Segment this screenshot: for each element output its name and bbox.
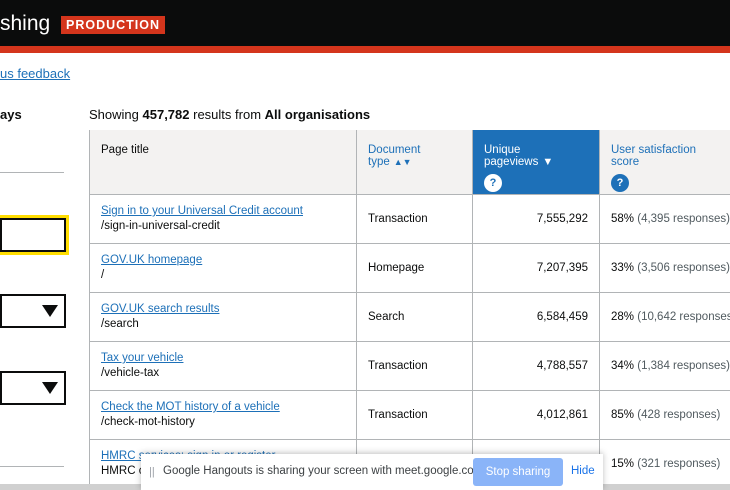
cell-document-type: Transaction	[356, 341, 473, 391]
share-message: Google Hangouts is sharing your screen w…	[163, 465, 487, 477]
cell-unique-pageviews: 4,012,861	[472, 390, 600, 440]
satisfaction-percent: 34%	[611, 359, 635, 372]
screen-share-bar: || Google Hangouts is sharing your scree…	[141, 454, 603, 490]
satisfaction-responses: (3,506 responses)	[637, 261, 730, 274]
cell-page: Tax your vehicle/vehicle-tax	[89, 341, 357, 391]
filter-select-1[interactable]	[0, 294, 66, 328]
cell-document-type: Homepage	[356, 243, 473, 293]
table-row: GOV.UK homepage / Homepage 7,207,395 33% (3,…	[89, 243, 730, 293]
table-row: GOV.UK search results/search Search 6,584,…	[89, 292, 730, 342]
column-header-page-title: Page title	[89, 130, 357, 195]
page-path: /search	[101, 318, 139, 330]
cell-page: Sign in to your Universal Credit account…	[89, 194, 357, 244]
cell-unique-pageviews: 7,555,292	[472, 194, 600, 244]
results-table: Page title Document type ▲▼ Unique pagevi…	[89, 130, 730, 489]
cell-satisfaction: 85% (428 responses)	[599, 390, 730, 440]
page-path: /check-mot-history	[101, 416, 195, 428]
page-title-link[interactable]: Sign in to your Universal Credit account	[101, 205, 303, 217]
help-icon[interactable]: ?	[484, 174, 502, 192]
environment-badge: PRODUCTION	[61, 16, 166, 34]
stop-sharing-button[interactable]: Stop sharing	[473, 458, 563, 486]
chevron-down-icon	[42, 382, 58, 394]
service-title[interactable]: shing	[0, 12, 51, 35]
cell-unique-pageviews: 6,584,459	[472, 292, 600, 342]
cell-unique-pageviews: 7,207,395	[472, 243, 600, 293]
sidebar-divider	[0, 172, 64, 173]
column-header-document-type[interactable]: Document type ▲▼	[356, 130, 473, 195]
help-icon[interactable]: ?	[611, 174, 629, 192]
sidebar-period-label: ays	[0, 107, 22, 122]
column-header-user-satisfaction[interactable]: User satisfaction score?	[599, 130, 730, 195]
sort-arrows-icon: ▲▼	[393, 157, 412, 167]
column-header-unique-pageviews[interactable]: Unique pageviews ▼?	[472, 130, 600, 195]
satisfaction-responses: (1,384 responses)	[637, 359, 730, 372]
satisfaction-responses: (4,395 responses)	[637, 212, 730, 225]
sidebar-divider	[0, 466, 64, 467]
page-title-link[interactable]: Tax your vehicle	[101, 352, 184, 364]
cell-document-type: Transaction	[356, 390, 473, 440]
page-path: /sign-in-universal-credit	[101, 220, 220, 232]
search-input[interactable]	[0, 218, 66, 252]
page-title-link[interactable]: GOV.UK search results	[101, 303, 220, 315]
page-title-link[interactable]: Check the MOT history of a vehicle	[101, 401, 280, 413]
satisfaction-responses: (10,642 responses)	[637, 310, 730, 323]
satisfaction-percent: 33%	[611, 261, 635, 274]
cell-satisfaction: 28% (10,642 responses)	[599, 292, 730, 342]
drag-handle-icon[interactable]: ||	[149, 466, 155, 478]
satisfaction-responses: (428 responses)	[637, 408, 721, 421]
satisfaction-percent: 85%	[611, 408, 635, 421]
hide-button[interactable]: Hide	[571, 465, 595, 477]
table-row: Sign in to your Universal Credit account…	[89, 194, 730, 244]
page-title-link[interactable]: GOV.UK homepage	[101, 254, 203, 266]
summary-middle: results from	[193, 107, 262, 122]
satisfaction-responses: (321 responses)	[637, 457, 721, 470]
summary-prefix: Showing	[89, 107, 139, 122]
results-count: 457,782	[142, 107, 190, 122]
sort-descending-icon: ▼	[542, 156, 554, 168]
satisfaction-percent: 28%	[611, 310, 635, 323]
cell-satisfaction: 58% (4,395 responses)	[599, 194, 730, 244]
cell-satisfaction: 34% (1,384 responses)	[599, 341, 730, 391]
cell-satisfaction: 15% (321 responses)	[599, 439, 730, 489]
table-row: Check the MOT history of a vehicle/check…	[89, 390, 730, 440]
filter-select-2[interactable]	[0, 371, 66, 405]
cell-document-type: Search	[356, 292, 473, 342]
chevron-down-icon	[42, 305, 58, 317]
satisfaction-percent: 15%	[611, 457, 635, 470]
cell-page: GOV.UK search results/search	[89, 292, 357, 342]
cell-document-type: Transaction	[356, 194, 473, 244]
cell-unique-pageviews: 4,788,557	[472, 341, 600, 391]
page-path: HMRC c	[101, 465, 145, 477]
cell-satisfaction: 33% (3,506 responses)	[599, 243, 730, 293]
page-path: /	[101, 269, 105, 281]
page-path: /vehicle-tax	[101, 367, 160, 379]
cell-page: Check the MOT history of a vehicle/check…	[89, 390, 357, 440]
header-bar: shing PRODUCTION	[0, 0, 730, 46]
satisfaction-percent: 58%	[611, 212, 635, 225]
header-accent-line	[0, 46, 730, 53]
table-row: Tax your vehicle/vehicle-tax Transaction 4…	[89, 341, 730, 391]
cell-page: GOV.UK homepage /	[89, 243, 357, 293]
feedback-link[interactable]: us feedback	[0, 66, 71, 81]
results-scope: All organisations	[264, 107, 371, 122]
results-summary: Showing 457,782 results from All organis…	[89, 107, 370, 122]
